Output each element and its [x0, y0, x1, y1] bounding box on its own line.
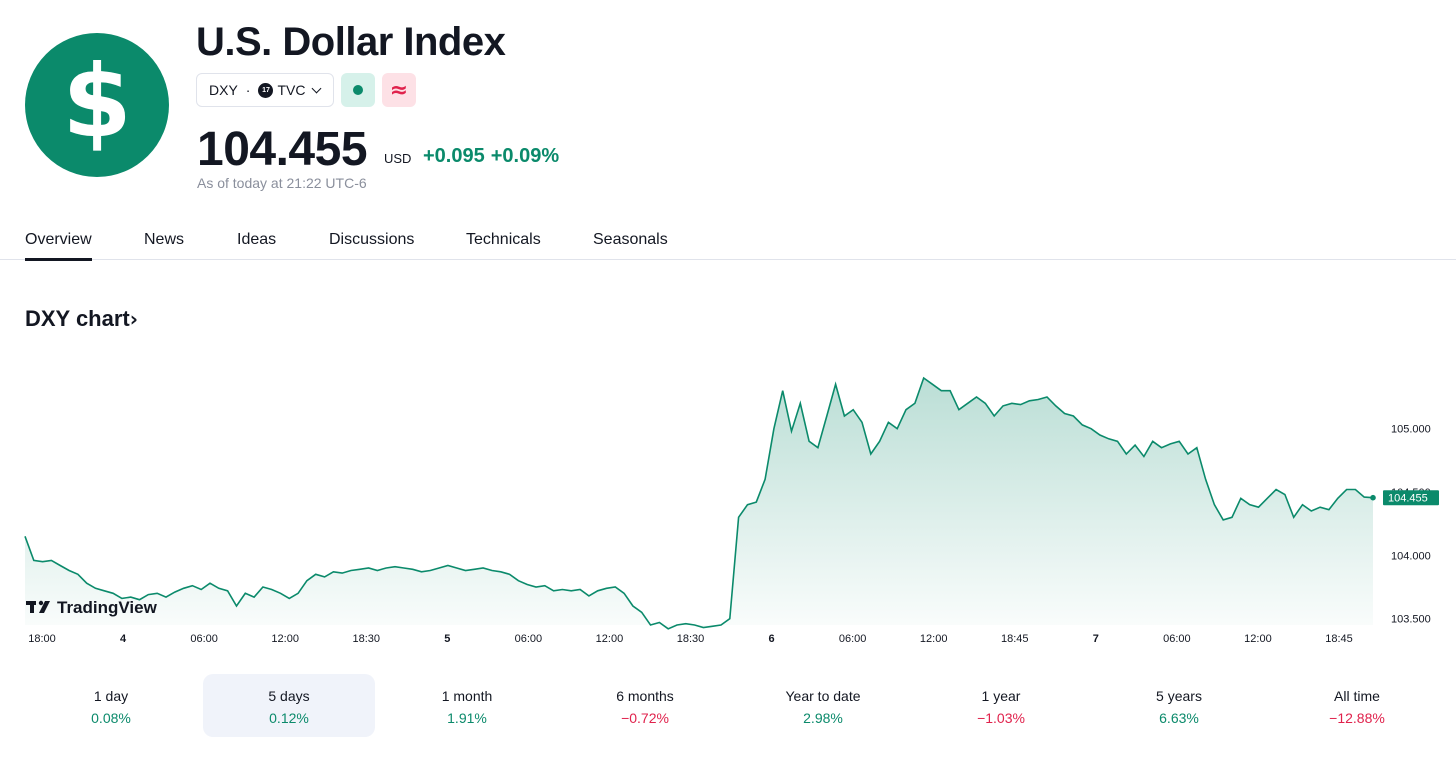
delayed-data-button[interactable]: ≈	[382, 73, 416, 107]
period-value: −1.03%	[977, 710, 1025, 726]
section-tabs: Overview News Ideas Discussions Technica…	[0, 222, 1456, 261]
x-tick-label: 06:00	[515, 633, 543, 645]
x-tick-label: 6	[769, 633, 775, 645]
dollar-logo: $	[25, 33, 169, 177]
period-value: 6.63%	[1159, 710, 1199, 726]
y-tick-label: 103.500	[1391, 614, 1431, 626]
period-1-day[interactable]: 1 day 0.08%	[25, 674, 197, 737]
x-tick-label: 5	[444, 633, 450, 645]
tradingview-watermark[interactable]: TradingView	[26, 598, 158, 617]
chevron-down-icon	[312, 83, 322, 93]
as-of-timestamp: As of today at 21:22 UTC-6	[197, 175, 367, 191]
tradingview-exchange-icon: 17	[258, 82, 274, 98]
tab-news[interactable]: News	[144, 231, 185, 248]
period-6-months[interactable]: 6 months −0.72%	[559, 674, 731, 737]
tradingview-watermark-text: TradingView	[57, 598, 158, 617]
x-tick-label: 4	[120, 633, 127, 645]
change-percent: +0.09%	[490, 145, 560, 167]
period-label: 1 year	[981, 688, 1021, 704]
x-tick-label: 18:45	[1001, 633, 1029, 645]
x-tick-label: 12:00	[920, 633, 948, 645]
approx-icon: ≈	[389, 77, 409, 103]
separator-dot: ·	[245, 82, 251, 98]
x-tick-label: 12:00	[1244, 633, 1272, 645]
dot-icon	[353, 85, 363, 95]
period-year-to-date[interactable]: Year to date 2.98%	[737, 674, 909, 737]
tab-discussions[interactable]: Discussions	[329, 231, 415, 248]
tradingview-logo-icon	[26, 600, 50, 613]
y-tick-label: 105.000	[1391, 424, 1431, 436]
page-title: U.S. Dollar Index	[196, 20, 506, 64]
tab-technicals[interactable]: Technicals	[466, 231, 541, 248]
tab-seasonals[interactable]: Seasonals	[593, 231, 668, 248]
x-tick-label: 18:30	[352, 633, 380, 645]
x-tick-label: 7	[1093, 633, 1099, 645]
exchange-label: TVC	[277, 82, 306, 98]
x-tick-label: 06:00	[190, 633, 218, 645]
performance-periods: 1 day 0.08% 5 days 0.12% 1 month 1.91% 6…	[0, 674, 1456, 738]
period-label: 6 months	[616, 688, 674, 704]
period-value: 1.91%	[447, 710, 487, 726]
period-value: 0.08%	[91, 710, 131, 726]
x-tick-label: 12:00	[271, 633, 299, 645]
x-tick-label: 06:00	[839, 633, 867, 645]
tab-ideas[interactable]: Ideas	[237, 231, 277, 248]
change-absolute: +0.095	[423, 145, 485, 167]
currency-label: USD	[384, 151, 412, 166]
tab-overview[interactable]: Overview	[25, 231, 92, 261]
period-5-days[interactable]: 5 days 0.12%	[203, 674, 375, 737]
market-open-status-button[interactable]	[341, 73, 375, 107]
chart-title: DXY chart	[25, 306, 130, 331]
x-tick-label: 18:00	[28, 633, 56, 645]
x-tick-label: 18:30	[677, 633, 705, 645]
y-tick-label: 104.000	[1391, 550, 1431, 562]
period-label: All time	[1334, 688, 1380, 704]
symbol-exchange-dropdown[interactable]: DXY · 17 TVC	[196, 73, 334, 107]
period-label: 1 day	[93, 688, 129, 704]
chart-title-link[interactable]: DXY chart›	[25, 306, 138, 332]
period-value: 2.98%	[803, 710, 843, 726]
x-tick-label: 12:00	[596, 633, 624, 645]
period-all-time[interactable]: All time −12.88%	[1271, 674, 1443, 737]
price-change: +0.095 +0.09%	[423, 145, 559, 168]
period-value: −0.72%	[621, 710, 669, 726]
period-5-years[interactable]: 5 years 6.63%	[1093, 674, 1265, 737]
period-label: 5 days	[268, 688, 310, 704]
chevron-right-icon: ›	[129, 307, 138, 331]
period-value: 0.12%	[269, 710, 309, 726]
last-price-label: 104.455	[1388, 493, 1428, 505]
chart-area-fill	[25, 378, 1373, 629]
period-value: −12.88%	[1329, 710, 1385, 726]
x-tick-label: 18:45	[1325, 633, 1353, 645]
last-price-dot	[1370, 494, 1376, 501]
period-1-month[interactable]: 1 month 1.91%	[381, 674, 553, 737]
dollar-sign-icon: $	[62, 43, 132, 160]
period-1-year[interactable]: 1 year −1.03%	[915, 674, 1087, 737]
period-label: 5 years	[1156, 688, 1202, 704]
x-tick-label: 06:00	[1163, 633, 1191, 645]
chart-series-line	[24, 376, 1374, 630]
last-price-label-bg	[1383, 490, 1439, 506]
period-label: Year to date	[785, 688, 861, 704]
symbol-label: DXY	[209, 82, 238, 98]
current-price: 104.455	[197, 123, 368, 176]
period-label: 1 month	[441, 688, 493, 704]
